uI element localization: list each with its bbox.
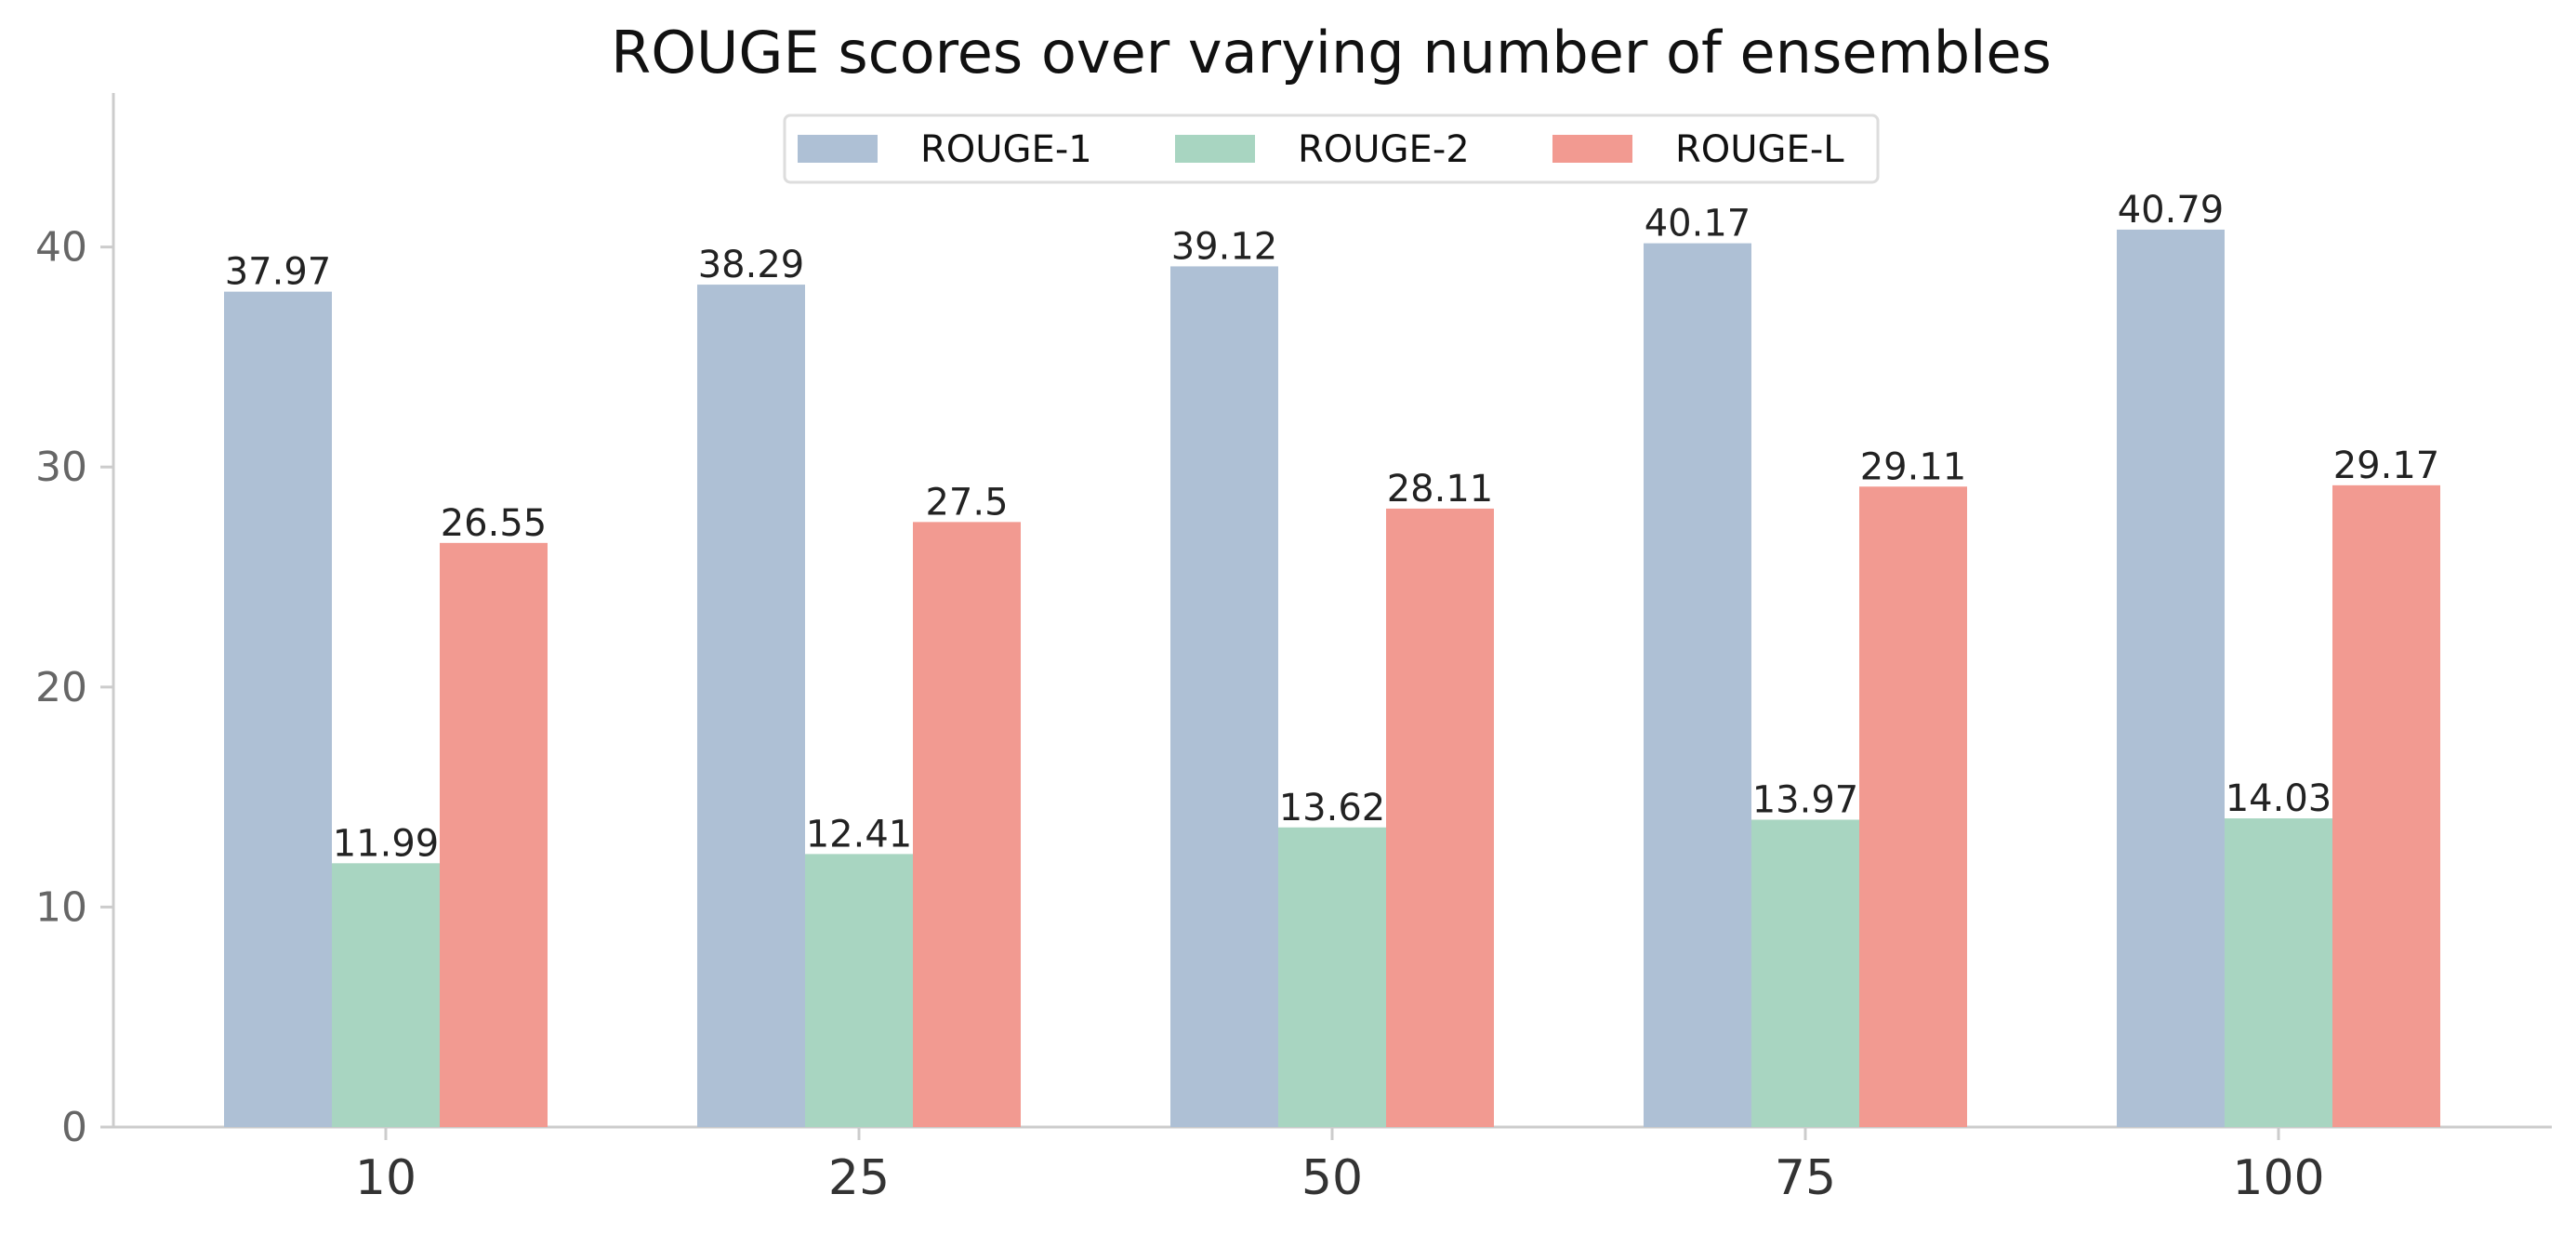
data-label: 12.41	[806, 813, 913, 856]
data-label: 26.55	[441, 502, 548, 545]
data-label: 38.29	[698, 244, 805, 286]
x-tick-label: 50	[1301, 1150, 1363, 1206]
data-label: 27.5	[925, 481, 1008, 524]
bar-rouge-1-75	[1644, 243, 1751, 1128]
y-tick-label: 40	[35, 224, 87, 272]
data-label: 37.97	[225, 251, 332, 294]
bar-rouge-l-10	[440, 542, 548, 1127]
bar-rouge-1-50	[1170, 266, 1278, 1127]
y-tick-label: 20	[35, 664, 87, 711]
bars-group: 37.97 11.99 26.55 38.29 12.41 27.5 39.12 13.62 2…	[224, 189, 2440, 1128]
data-label: 11.99	[333, 822, 440, 865]
legend-label-rouge-1: ROUGE-1	[920, 128, 1092, 171]
data-label: 29.11	[1860, 445, 1967, 488]
x-tick-label: 10	[355, 1150, 416, 1206]
legend-label-rouge-l: ROUGE-L	[1675, 128, 1844, 171]
bar-rouge-1-25	[697, 285, 805, 1127]
legend-swatch-rouge-1	[798, 135, 878, 163]
legend: ROUGE-1 ROUGE-2 ROUGE-L	[783, 113, 1880, 184]
data-label: 28.11	[1387, 468, 1494, 511]
chart-title: ROUGE scores over varying number of ense…	[611, 19, 2052, 86]
bar-rouge-2-75	[1751, 819, 1859, 1127]
data-label: 40.17	[1645, 203, 1751, 245]
bar-rouge-l-50	[1386, 508, 1494, 1127]
bar-rouge-2-100	[2225, 818, 2332, 1127]
legend-swatch-rouge-l	[1552, 135, 1632, 163]
x-tick-label: 100	[2232, 1150, 2324, 1206]
data-label: 13.62	[1279, 787, 1386, 829]
bar-rouge-l-75	[1859, 486, 1967, 1127]
bar-rouge-2-50	[1278, 827, 1386, 1127]
bar-rouge-1-10	[224, 291, 332, 1127]
data-label: 40.79	[2118, 189, 2225, 232]
legend-frame	[783, 113, 1880, 184]
legend-swatch-rouge-2	[1175, 135, 1255, 163]
data-label: 14.03	[2226, 777, 2332, 820]
data-label: 29.17	[2333, 445, 2440, 487]
y-tick-label: 10	[35, 883, 87, 931]
data-label: 13.97	[1752, 778, 1859, 821]
bar-rouge-2-25	[805, 854, 913, 1127]
x-tick-label: 25	[828, 1150, 890, 1206]
bar-rouge-1-100	[2117, 229, 2225, 1127]
y-tick-label: 0	[61, 1104, 87, 1151]
bar-rouge-l-100	[2332, 484, 2440, 1127]
legend-label-rouge-2: ROUGE-2	[1298, 128, 1470, 171]
bar-rouge-2-10	[332, 863, 440, 1127]
y-tick-label: 30	[35, 444, 87, 491]
x-tick-label: 75	[1775, 1150, 1836, 1206]
bar-rouge-l-25	[913, 522, 1021, 1127]
data-label: 39.12	[1171, 225, 1278, 268]
